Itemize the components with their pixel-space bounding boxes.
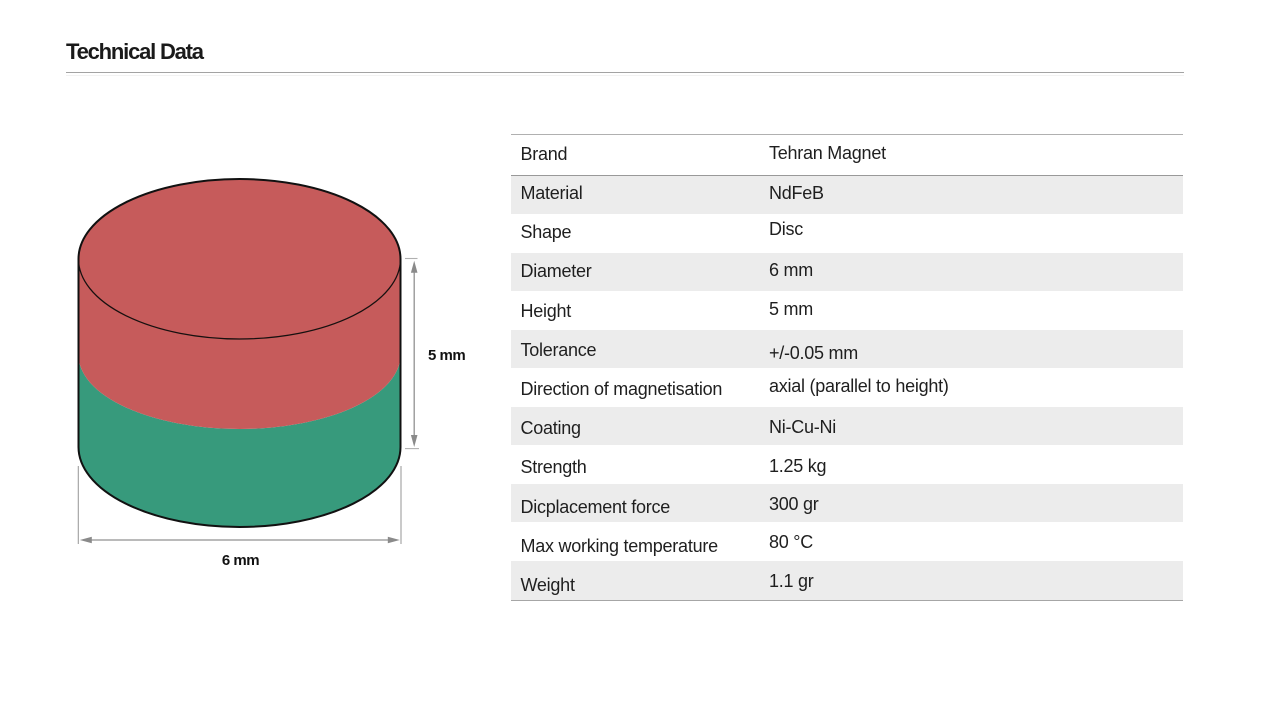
svg-text:5 mm: 5 mm xyxy=(428,347,465,364)
svg-text:6 mm: 6 mm xyxy=(222,552,259,569)
